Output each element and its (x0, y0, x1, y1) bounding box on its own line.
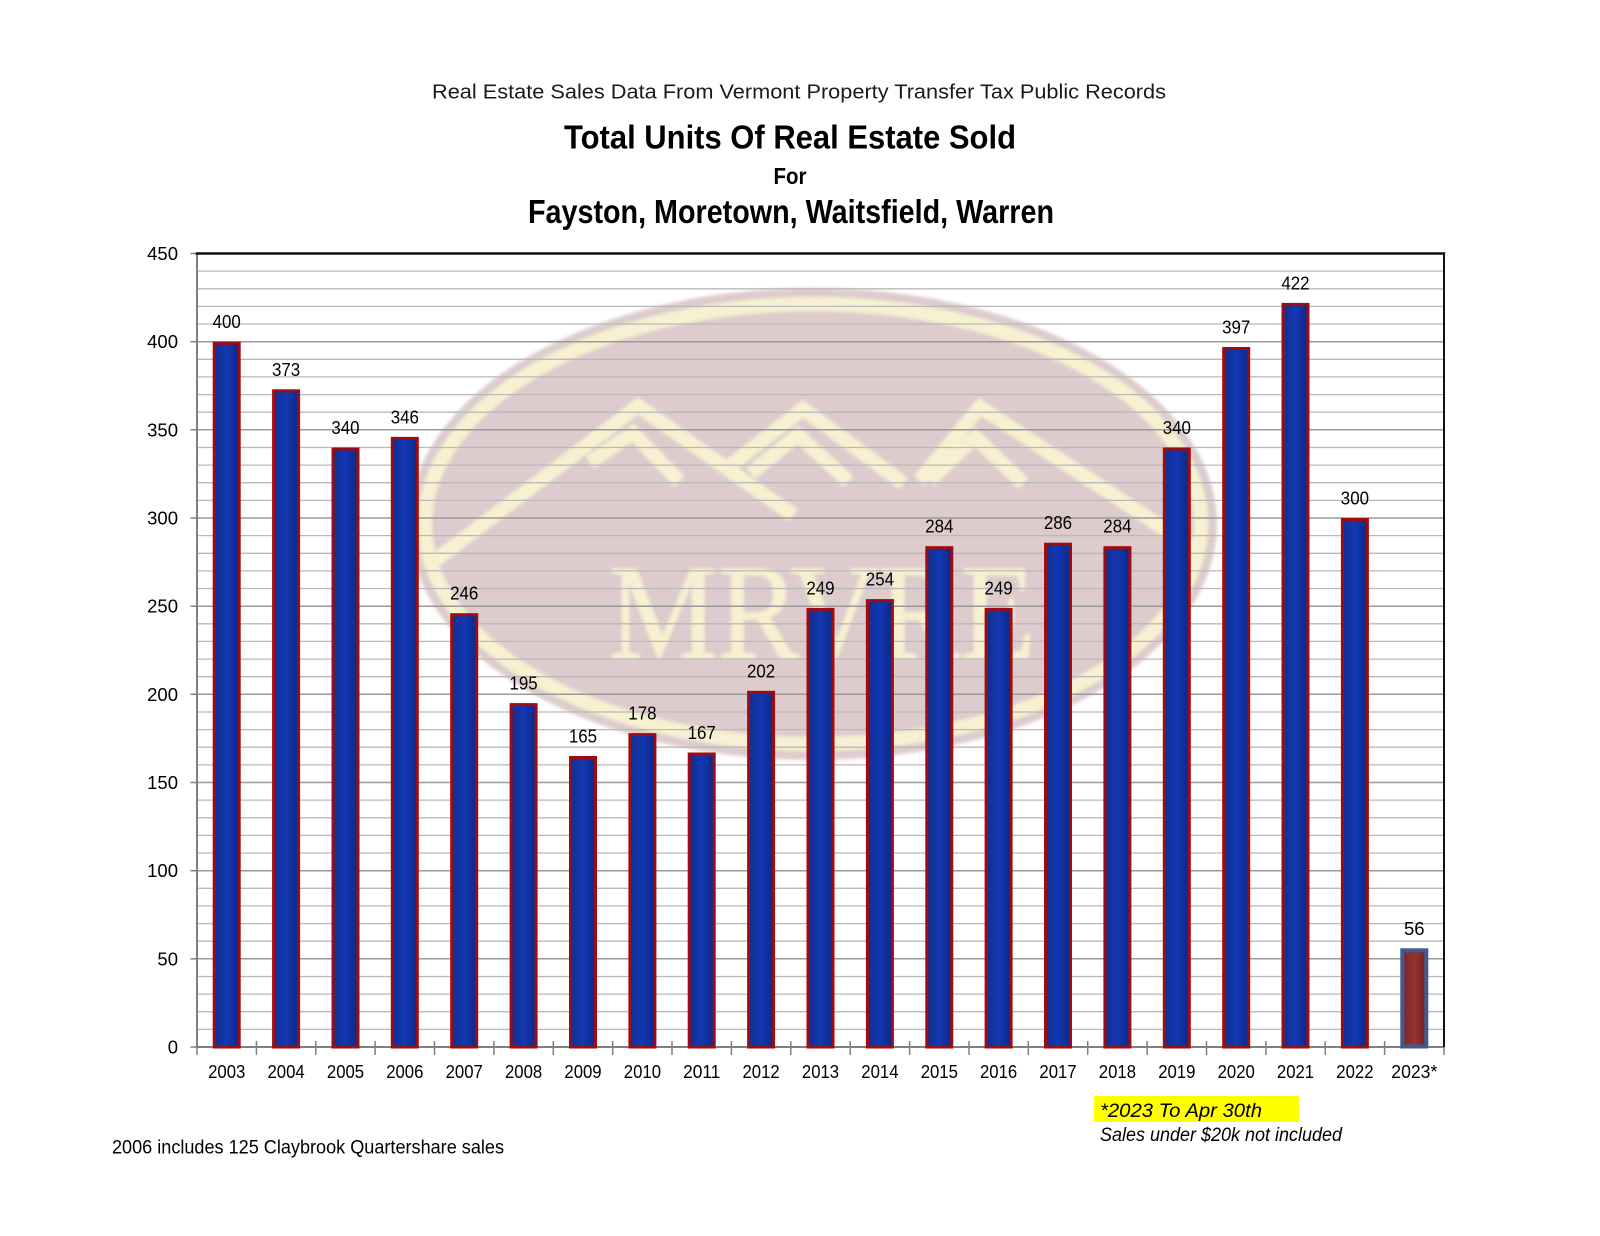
svg-text:Total Units Of Real Estate Sol: Total Units Of Real Estate Sold (564, 119, 1016, 156)
svg-text:165: 165 (569, 726, 597, 747)
svg-text:422: 422 (1281, 272, 1309, 293)
svg-text:2019: 2019 (1158, 1061, 1195, 1082)
svg-text:284: 284 (1103, 516, 1131, 537)
svg-text:2006 includes 125 Claybrook Qu: 2006 includes 125 Claybrook Quartershare… (112, 1137, 504, 1158)
svg-text:195: 195 (510, 673, 538, 694)
svg-text:254: 254 (866, 569, 894, 590)
svg-text:2017: 2017 (1039, 1061, 1076, 1082)
svg-text:2010: 2010 (624, 1061, 661, 1082)
svg-text:2018: 2018 (1099, 1061, 1136, 1082)
svg-text:2009: 2009 (564, 1061, 601, 1082)
svg-text:202: 202 (747, 660, 775, 681)
svg-text:50: 50 (157, 948, 178, 969)
svg-text:2011: 2011 (683, 1061, 720, 1082)
svg-text:Sales under $20k not included: Sales under $20k not included (1100, 1125, 1343, 1146)
svg-text:2014: 2014 (861, 1061, 898, 1082)
svg-text:249: 249 (985, 577, 1013, 598)
svg-text:2006: 2006 (386, 1061, 423, 1082)
svg-text:2008: 2008 (505, 1061, 542, 1082)
svg-text:340: 340 (1163, 417, 1191, 438)
svg-text:2015: 2015 (921, 1061, 958, 1082)
svg-text:*2023 To Apr 30th: *2023 To Apr 30th (1100, 1101, 1262, 1122)
svg-text:350: 350 (147, 419, 178, 440)
svg-text:178: 178 (628, 703, 656, 724)
svg-text:2004: 2004 (268, 1061, 305, 1082)
svg-text:300: 300 (147, 508, 178, 529)
svg-text:346: 346 (391, 406, 419, 427)
svg-text:400: 400 (213, 311, 241, 332)
svg-text:2023*: 2023* (1391, 1061, 1437, 1082)
svg-text:249: 249 (806, 577, 834, 598)
svg-text:397: 397 (1222, 317, 1250, 338)
svg-text:250: 250 (147, 596, 178, 617)
svg-text:Fayston, Moretown, Waitsfield,: Fayston, Moretown, Waitsfield, Warren (528, 193, 1054, 230)
svg-text:2003: 2003 (208, 1061, 245, 1082)
svg-text:167: 167 (688, 722, 716, 743)
svg-text:373: 373 (272, 359, 300, 380)
svg-text:2020: 2020 (1218, 1061, 1255, 1082)
svg-text:200: 200 (147, 684, 178, 705)
svg-text:286: 286 (1044, 512, 1072, 533)
svg-text:340: 340 (331, 417, 359, 438)
svg-text:2007: 2007 (446, 1061, 483, 1082)
svg-text:For: For (774, 163, 807, 189)
svg-text:150: 150 (147, 772, 178, 793)
svg-text:2013: 2013 (802, 1061, 839, 1082)
svg-text:Real Estate Sales Data From Ve: Real Estate Sales Data From Vermont Prop… (432, 82, 1166, 104)
svg-text:2021: 2021 (1277, 1061, 1314, 1082)
svg-text:400: 400 (147, 331, 178, 352)
svg-text:450: 450 (147, 243, 178, 264)
svg-text:2022: 2022 (1336, 1061, 1373, 1082)
svg-text:2005: 2005 (327, 1061, 364, 1082)
svg-text:100: 100 (147, 860, 178, 881)
svg-text:56: 56 (1404, 918, 1425, 939)
svg-text:2016: 2016 (980, 1061, 1017, 1082)
svg-text:246: 246 (450, 583, 478, 604)
svg-text:300: 300 (1341, 488, 1369, 509)
svg-text:2012: 2012 (743, 1061, 780, 1082)
svg-text:284: 284 (925, 516, 953, 537)
svg-text:0: 0 (168, 1037, 178, 1058)
